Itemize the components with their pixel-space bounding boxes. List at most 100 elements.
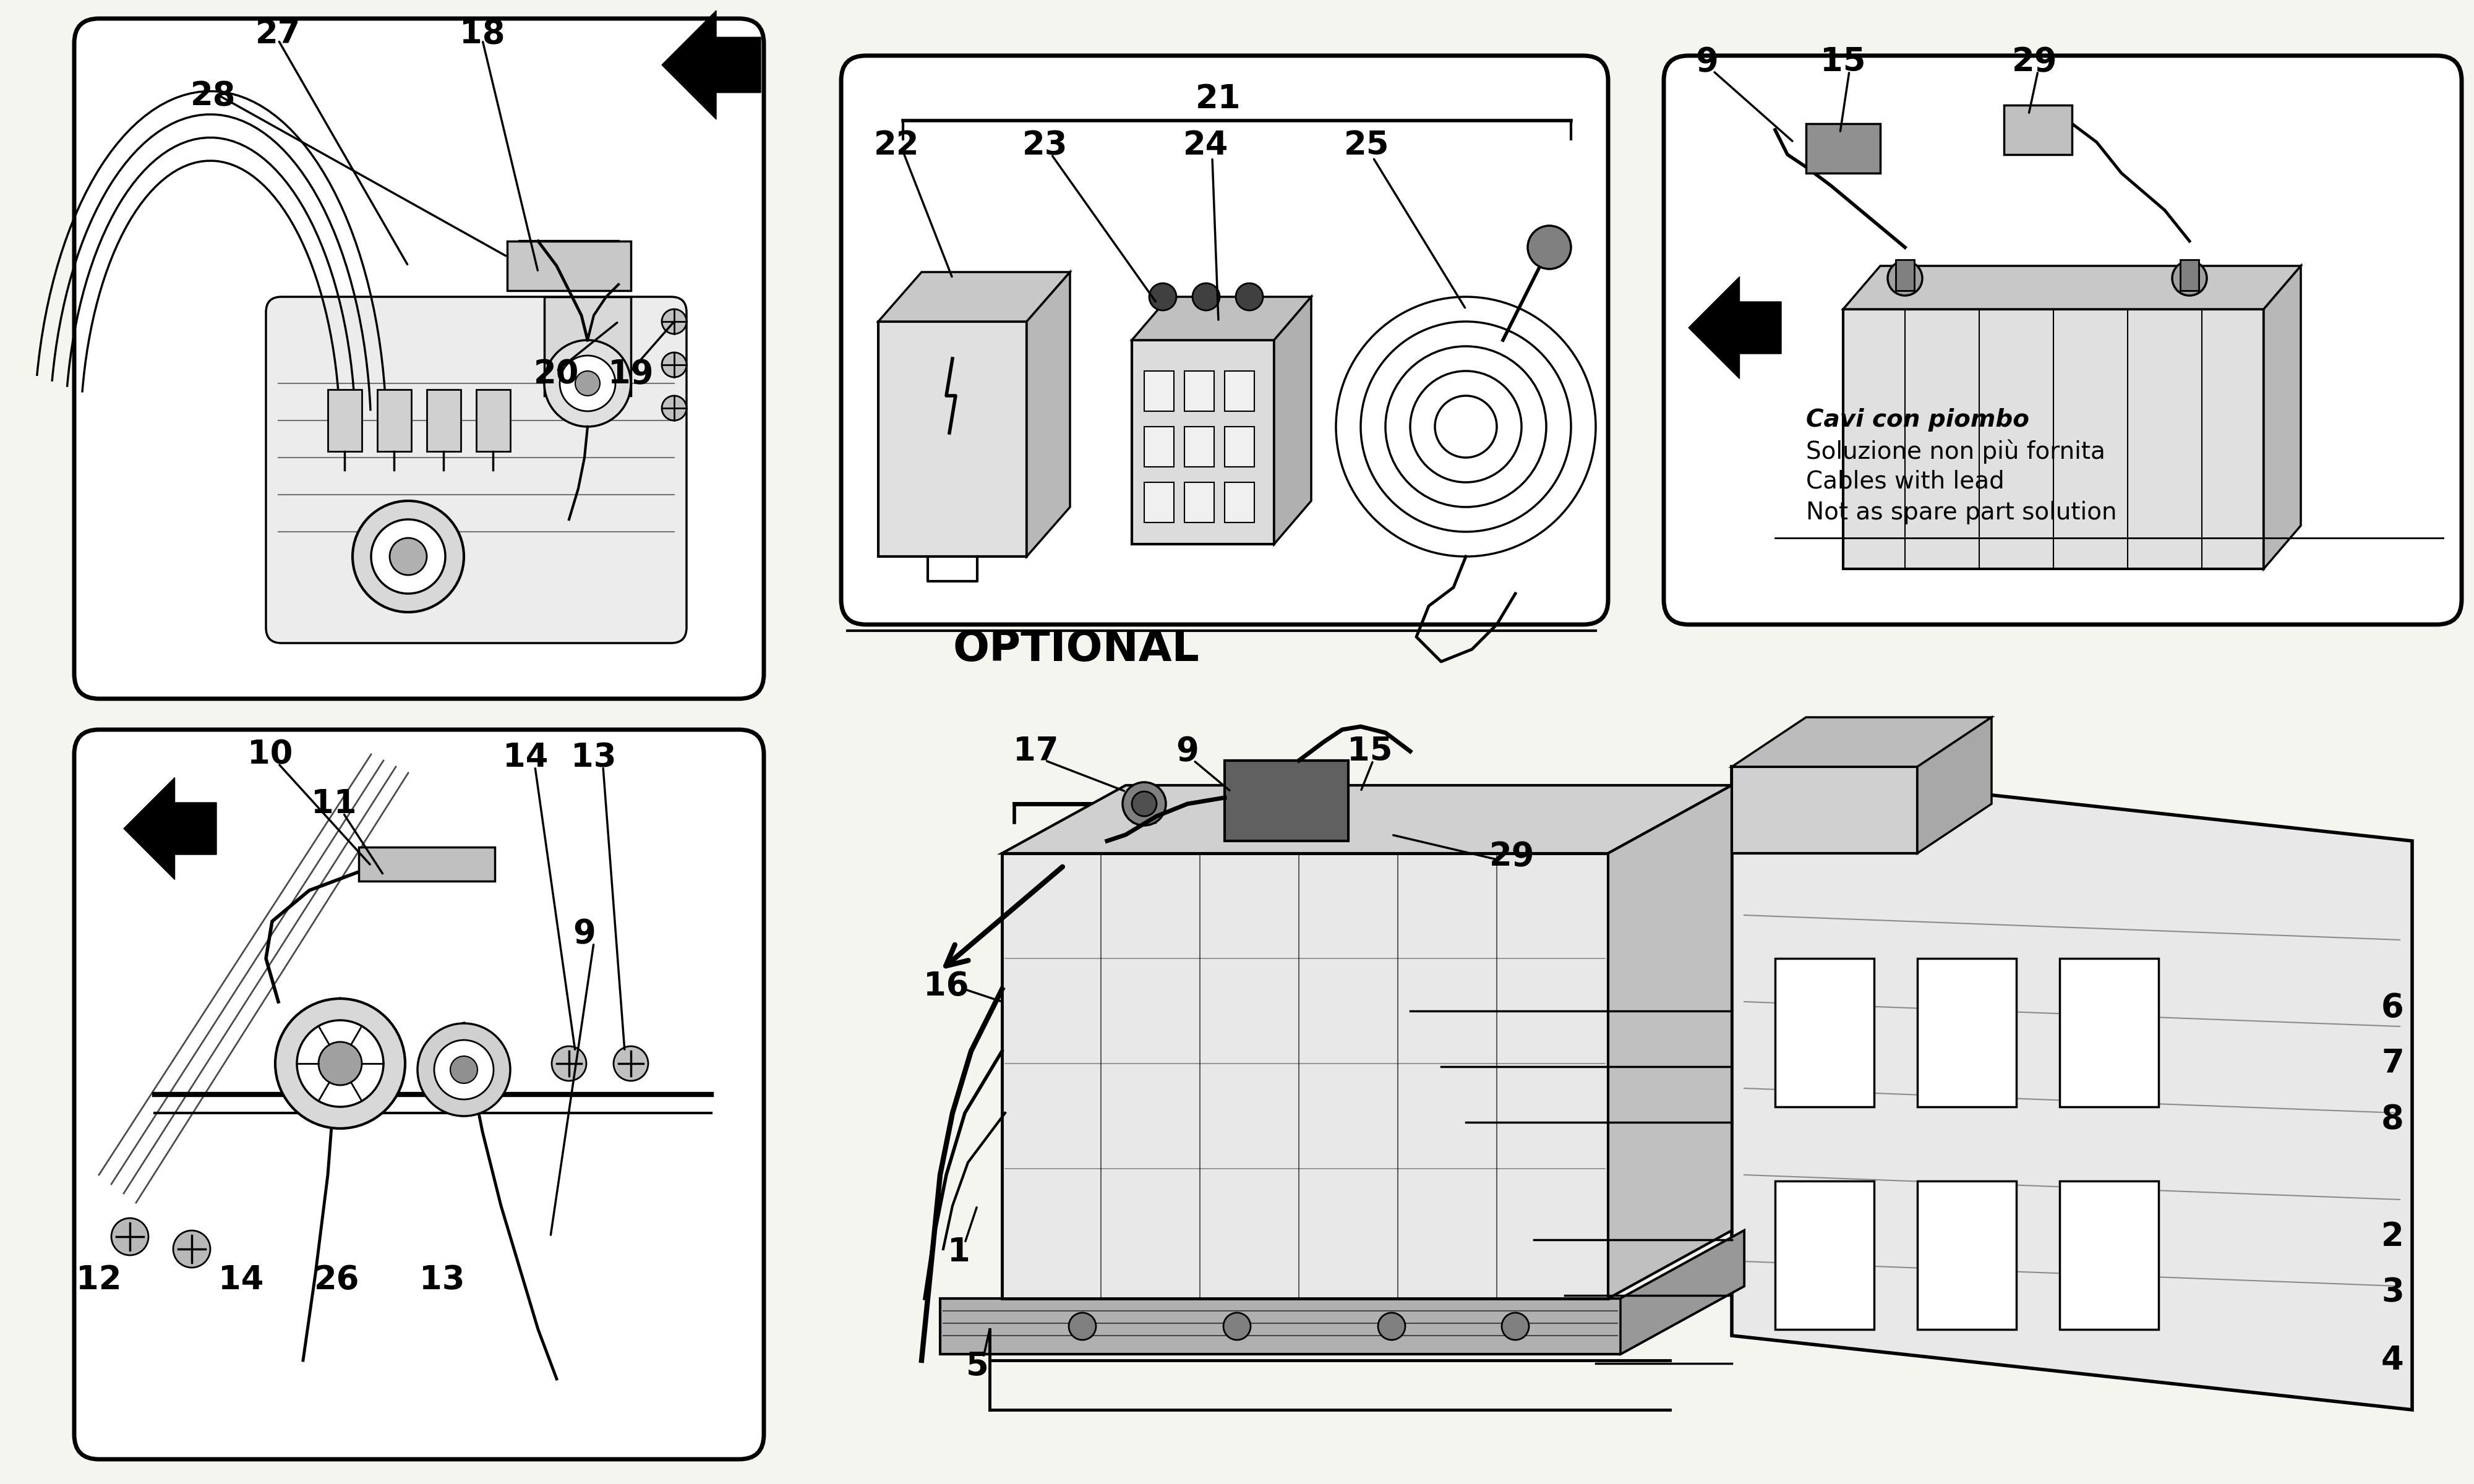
Polygon shape (1917, 717, 1992, 853)
Bar (2004, 105, 2073, 154)
Circle shape (1237, 283, 1264, 310)
Text: 27: 27 (255, 18, 302, 50)
Text: 10: 10 (247, 738, 292, 770)
Circle shape (1247, 782, 1289, 825)
Bar (1225, 427, 1254, 467)
Circle shape (297, 1021, 383, 1107)
Bar (1143, 482, 1175, 522)
Text: 13: 13 (421, 1264, 465, 1296)
Bar (1133, 785, 1155, 822)
Polygon shape (1732, 767, 1917, 853)
Text: 5: 5 (965, 1350, 990, 1383)
Text: 15: 15 (1821, 46, 1865, 77)
Bar (1776, 959, 1875, 1107)
Bar (1895, 260, 1915, 291)
Text: 9: 9 (574, 917, 596, 950)
Circle shape (2172, 261, 2207, 295)
Circle shape (1148, 283, 1178, 310)
Text: 25: 25 (1343, 129, 1390, 162)
Circle shape (275, 999, 406, 1128)
Text: 3: 3 (2380, 1276, 2405, 1309)
Bar (1225, 760, 1348, 841)
Text: Soluzione non più fornita: Soluzione non più fornita (1806, 439, 2105, 463)
Circle shape (1123, 782, 1165, 825)
Text: 22: 22 (873, 129, 920, 162)
Circle shape (1069, 1313, 1096, 1340)
Text: 4: 4 (2380, 1345, 2405, 1377)
Bar (376, 389, 411, 451)
Bar (1143, 427, 1175, 467)
Polygon shape (1274, 297, 1311, 545)
Text: 8: 8 (2380, 1103, 2405, 1135)
Text: 14: 14 (502, 742, 549, 773)
Bar (507, 240, 631, 291)
Bar (359, 847, 495, 881)
Circle shape (418, 1024, 510, 1116)
Text: 29: 29 (1489, 840, 1534, 873)
Bar (1843, 309, 2264, 568)
Circle shape (1727, 784, 1761, 821)
Text: 2: 2 (2380, 1220, 2405, 1252)
Polygon shape (2264, 266, 2301, 568)
Polygon shape (1732, 717, 1992, 767)
Circle shape (371, 519, 445, 594)
Bar (2058, 959, 2157, 1107)
Circle shape (391, 537, 428, 574)
Circle shape (574, 371, 599, 396)
Circle shape (1502, 1313, 1529, 1340)
Text: 9: 9 (1175, 735, 1200, 767)
Polygon shape (1002, 853, 1608, 1298)
Text: 6: 6 (2380, 991, 2405, 1024)
Text: 12: 12 (77, 1264, 121, 1296)
Bar (1143, 371, 1175, 411)
Circle shape (354, 500, 465, 611)
Text: 16: 16 (923, 971, 970, 1002)
FancyBboxPatch shape (74, 18, 764, 699)
Circle shape (1257, 791, 1282, 816)
Polygon shape (1133, 340, 1274, 545)
Circle shape (1133, 791, 1158, 816)
Text: 26: 26 (314, 1264, 359, 1296)
Polygon shape (1002, 785, 1732, 853)
Circle shape (1192, 283, 1220, 310)
Bar (1257, 785, 1279, 822)
Circle shape (663, 396, 688, 420)
Circle shape (544, 340, 631, 427)
Bar (1185, 482, 1215, 522)
Bar (1776, 1181, 1875, 1330)
Polygon shape (940, 1230, 1744, 1353)
Circle shape (552, 1046, 586, 1080)
Text: 19: 19 (609, 358, 653, 390)
Text: 23: 23 (1022, 129, 1069, 162)
FancyBboxPatch shape (1663, 55, 2462, 625)
Circle shape (319, 1042, 361, 1085)
Bar (1225, 371, 1254, 411)
Text: 9: 9 (1695, 46, 1719, 77)
Text: 17: 17 (1014, 735, 1059, 767)
Circle shape (173, 1230, 210, 1267)
Polygon shape (124, 778, 218, 880)
Circle shape (450, 1057, 477, 1083)
Text: 15: 15 (1348, 735, 1393, 767)
Text: 24: 24 (1183, 129, 1230, 162)
Bar (544, 297, 631, 396)
Text: 13: 13 (571, 742, 616, 773)
Bar (1185, 371, 1215, 411)
Circle shape (614, 1046, 648, 1080)
FancyBboxPatch shape (74, 730, 764, 1459)
Polygon shape (1620, 1230, 1744, 1353)
Text: 11: 11 (312, 788, 356, 819)
FancyBboxPatch shape (267, 297, 688, 643)
Circle shape (1529, 226, 1571, 269)
Text: 7: 7 (2380, 1048, 2405, 1080)
Text: 29: 29 (2011, 46, 2058, 77)
Circle shape (435, 1040, 495, 1100)
Circle shape (111, 1218, 148, 1255)
Polygon shape (878, 272, 1069, 322)
Circle shape (1378, 1313, 1405, 1340)
Polygon shape (1843, 266, 2301, 309)
Circle shape (663, 309, 688, 334)
Bar (1806, 123, 1880, 174)
Bar (1917, 959, 2016, 1107)
Text: 21: 21 (1195, 83, 1242, 114)
